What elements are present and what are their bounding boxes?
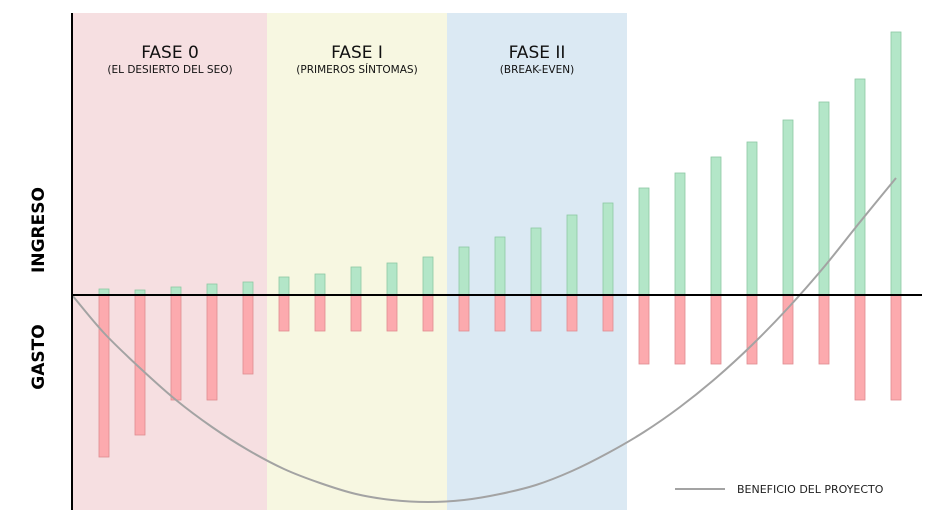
gasto-bar-8 [350, 294, 362, 332]
phase-0-title: FASE 0 [141, 43, 199, 63]
gasto-bar-15 [602, 294, 614, 332]
ingreso-bar-8 [350, 266, 362, 296]
ingreso-bar-11 [458, 246, 470, 296]
gasto-bar-16 [638, 294, 650, 365]
gasto-bar-17 [674, 294, 686, 365]
ingreso-bar-9 [386, 262, 398, 296]
ingreso-bar-10 [422, 256, 434, 296]
y-label-gasto: GASTO [29, 324, 49, 389]
ingreso-bar-16 [638, 187, 650, 296]
ingreso-bar-7 [314, 273, 326, 296]
bars [98, 31, 902, 458]
phase-0-subtitle: (EL DESIERTO DEL SEO) [107, 64, 232, 76]
gasto-bar-18 [710, 294, 722, 365]
ingreso-bar-13 [530, 227, 542, 296]
phase-1-title: FASE I [331, 43, 383, 63]
gasto-bar-3 [170, 294, 182, 401]
gasto-bar-19 [746, 294, 758, 365]
gasto-bar-9 [386, 294, 398, 332]
phase-backgrounds: FASE 0(EL DESIERTO DEL SEO) FASE I(PRIMER… [73, 13, 627, 510]
ingreso-bar-22 [854, 78, 866, 296]
ingreso-bar-5 [242, 281, 254, 296]
profit-line [71, 177, 897, 504]
ingreso-bar-23 [890, 31, 902, 296]
gasto-bar-4 [206, 294, 218, 401]
phase-1-background [267, 13, 447, 510]
gasto-bar-11 [458, 294, 470, 332]
ingreso-bar-6 [278, 276, 290, 296]
ingreso-bar-4 [206, 283, 218, 296]
legend-label: BENEFICIO DEL PROYECTO [737, 483, 884, 496]
ingreso-bar-3 [170, 286, 182, 296]
y-label-ingreso: INGRESO [29, 187, 49, 273]
gasto-bar-5 [242, 294, 254, 375]
phase-2-subtitle: (BREAK-EVEN) [500, 64, 574, 76]
legend: BENEFICIO DEL PROYECTO [675, 483, 884, 496]
gasto-bar-1 [98, 294, 110, 458]
phase-2-title: FASE II [509, 43, 566, 63]
ingreso-bar-15 [602, 202, 614, 296]
ingreso-bar-12 [494, 236, 506, 296]
gasto-bar-23 [890, 294, 902, 401]
ingreso-bar-20 [782, 119, 794, 296]
ingreso-bar-18 [710, 156, 722, 296]
gasto-bar-14 [566, 294, 578, 332]
gasto-bar-21 [818, 294, 830, 365]
ingreso-bar-14 [566, 214, 578, 296]
gasto-bar-12 [494, 294, 506, 332]
phase-1-subtitle: (PRIMEROS SÍNTOMAS) [296, 63, 417, 76]
gasto-bar-22 [854, 294, 866, 401]
ingreso-bar-17 [674, 172, 686, 296]
gasto-bar-13 [530, 294, 542, 332]
ingreso-bar-19 [746, 141, 758, 296]
gasto-bar-7 [314, 294, 326, 332]
gasto-bar-10 [422, 294, 434, 332]
gasto-bar-6 [278, 294, 290, 332]
